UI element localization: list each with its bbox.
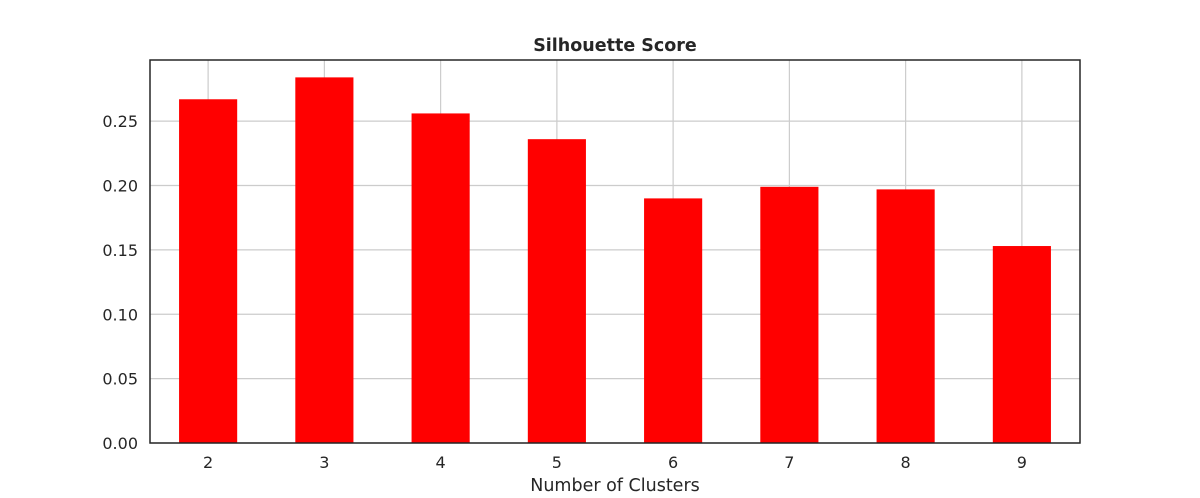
bar-7 — [760, 186, 819, 443]
bar-5 — [527, 139, 586, 443]
x-tick-label: 5 — [552, 453, 562, 472]
x-tick-label: 2 — [203, 453, 213, 472]
grid-layer — [150, 60, 1080, 444]
x-tick-label: 4 — [436, 453, 446, 472]
bar-9 — [992, 246, 1051, 443]
x-tick-label: 8 — [901, 453, 911, 472]
bar-4 — [411, 113, 470, 444]
x-tick-label: 3 — [319, 453, 329, 472]
bar-layer — [179, 77, 1051, 444]
x-tick-label: 6 — [668, 453, 678, 472]
axes-frame — [149, 59, 1081, 444]
bar-6 — [644, 198, 703, 443]
bar-8 — [876, 189, 935, 443]
x-tick-label: 7 — [784, 453, 794, 472]
y-tick-label: 0.25 — [102, 112, 138, 131]
y-tick-label: 0.20 — [102, 177, 138, 196]
y-tick-label: 0.05 — [102, 370, 138, 389]
x-tick-labels: 2 3 4 5 6 7 8 9 — [203, 453, 1027, 472]
y-tick-label: 0.10 — [102, 305, 138, 324]
bar-3 — [295, 77, 354, 444]
chart-title: Silhouette Score — [533, 36, 697, 56]
y-tick-label: 0.00 — [102, 434, 138, 453]
y-tick-label: 0.15 — [102, 241, 138, 260]
y-tick-labels: 0.00 0.05 0.10 0.15 0.20 0.25 — [102, 112, 138, 453]
bar-2 — [179, 99, 238, 443]
x-tick-label: 9 — [1017, 453, 1027, 472]
x-axis-label: Number of Clusters — [530, 476, 700, 496]
